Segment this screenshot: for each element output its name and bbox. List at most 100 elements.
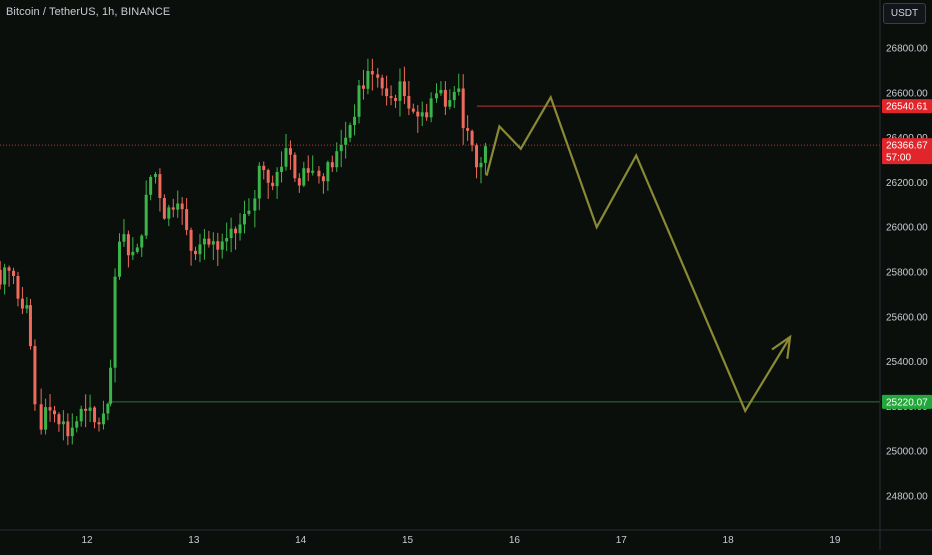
price-tick-label: 26200.00 [886,178,928,189]
candle [101,400,105,430]
candle [109,359,113,407]
price-tick-label: 26600.00 [886,88,928,99]
time-axis[interactable]: 12 13 14 15 16 17 18 19 [0,529,932,546]
candle-body [448,100,452,107]
candle-body [167,207,171,219]
resistance-price-label: 26540.61 [882,99,932,114]
candle [229,217,233,253]
price-tick-label: 24800.00 [886,492,928,503]
candle-body [185,209,189,230]
candle-body [75,421,79,428]
candle-body [344,137,348,145]
candle-body [284,148,288,167]
candle [144,180,148,240]
candle [198,233,202,263]
price-axis[interactable]: 26800.0026600.0026400.0026200.0026000.00… [879,0,928,550]
candle-body [7,267,11,271]
candle-body [466,128,470,131]
candle-body [311,170,315,173]
candle-body [135,247,139,252]
candle [242,200,246,234]
candle-body [234,228,238,234]
candle-body [326,162,330,182]
time-tick-label: 14 [295,535,307,546]
candle-body [126,234,130,256]
candle-body [84,408,88,411]
candle [84,394,88,428]
candle [7,265,11,287]
candle-body [479,162,483,168]
candle [321,173,325,194]
candle [416,105,420,133]
candle-body [335,151,339,168]
candle [271,175,275,191]
candle [140,234,144,257]
candle [153,171,157,184]
candle [361,69,365,100]
candle [135,243,139,254]
candle-body [238,224,242,234]
candle-body [275,171,279,187]
candle-body [39,404,43,430]
candle [434,83,438,103]
candle [122,218,126,247]
candle [202,229,206,260]
candle-body [48,407,52,411]
candle-body [461,88,465,129]
candle [70,413,74,445]
candle-body [220,241,224,250]
candle [176,190,180,218]
candle-body [452,91,456,101]
candle-body [171,207,175,210]
candle-body [52,410,56,415]
candle [385,75,389,106]
candle [348,122,352,143]
candle-body [57,414,61,425]
candle-body [61,421,65,425]
candle [376,67,380,88]
candle [113,268,117,383]
candle-body [317,170,321,177]
candle-body [109,367,113,404]
candle-body [140,235,144,248]
candle [106,402,110,421]
resistance-price-label-bg [882,99,932,114]
candle-body [411,108,415,112]
candle [448,89,452,110]
time-tick-label: 13 [188,535,200,546]
candle [452,85,456,108]
candle [20,286,24,315]
candle-body [475,145,479,168]
candle [483,142,487,175]
candle-body [253,198,257,211]
candle [149,174,153,201]
candle-body [66,421,70,437]
candle-body [321,176,325,182]
candle [288,140,292,170]
candle [12,267,16,285]
candle [33,339,37,411]
candle [479,157,483,184]
candle-body [242,214,246,225]
candle-body [385,88,389,97]
candle-body [93,407,97,423]
candle-body [361,85,365,89]
candle [66,413,70,446]
candle [158,168,162,212]
candle [79,405,83,427]
candle-body [131,251,135,256]
time-tick-label: 19 [829,535,841,546]
candle [225,222,229,252]
candle-body [434,93,438,99]
currency-button[interactable]: USDT [883,3,926,24]
candle-body [25,305,29,309]
candle [16,271,20,307]
candle [302,161,306,188]
current-price-label-text: 26366.67 [886,141,928,152]
candle [443,81,447,116]
candle [380,74,384,96]
candle [429,92,433,123]
candle [470,129,474,152]
